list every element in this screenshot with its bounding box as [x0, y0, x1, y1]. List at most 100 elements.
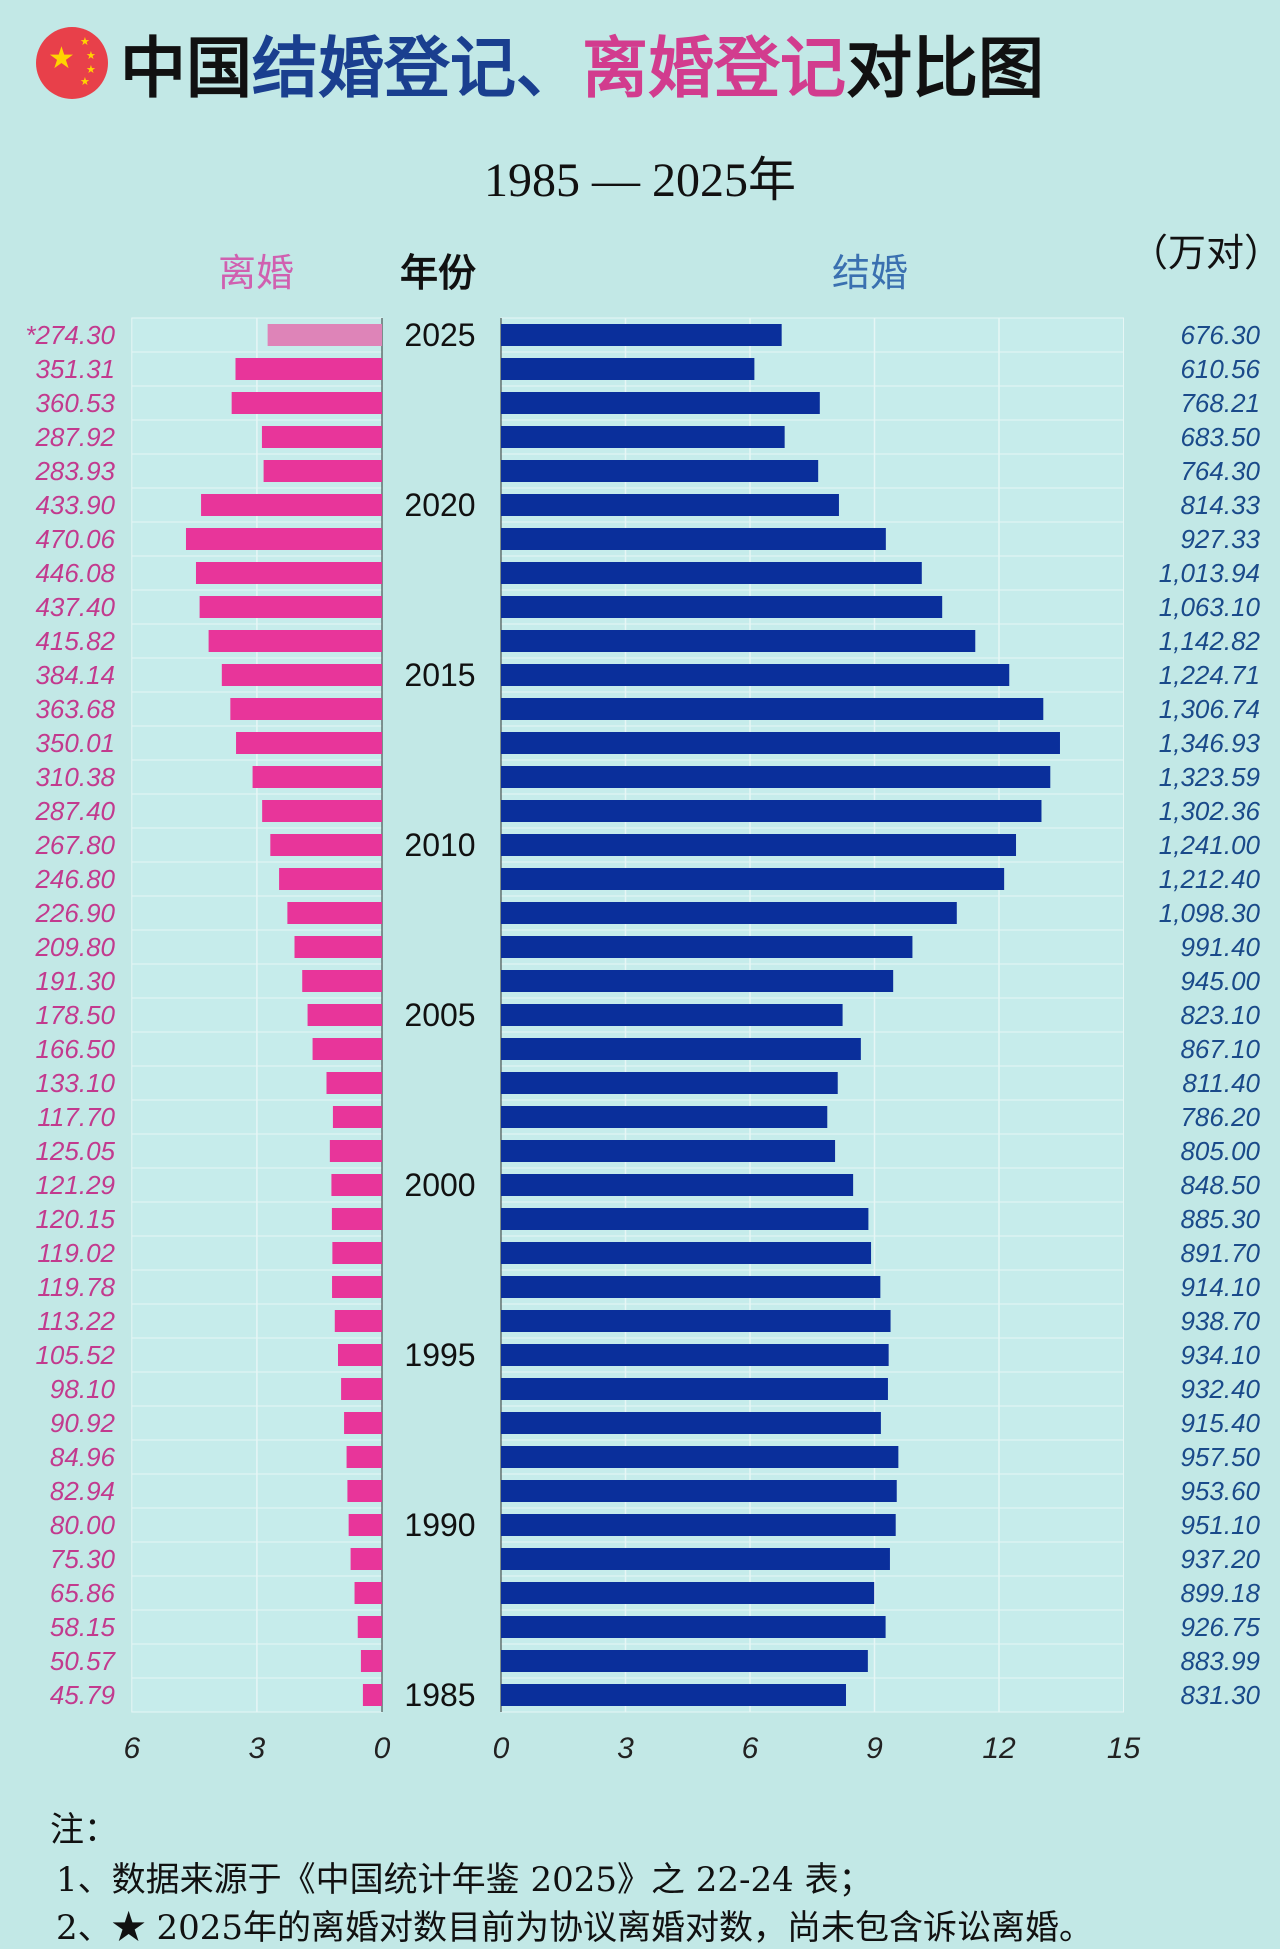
divorce-value-label: 121.29 — [35, 1170, 115, 1200]
divorce-value-label: 267.80 — [34, 830, 115, 860]
divorce-bar — [331, 1174, 382, 1196]
divorce-bar — [201, 494, 382, 516]
marriage-value-label: 811.40 — [1182, 1068, 1260, 1098]
marriage-bar — [501, 1412, 881, 1434]
divorce-bar — [332, 1106, 382, 1128]
marriage-value-label: 1,063.10 — [1159, 592, 1261, 622]
marriage-value-label: 1,013.94 — [1159, 558, 1260, 588]
divorce-value-label: 45.79 — [50, 1680, 115, 1710]
marriage-bar — [501, 1616, 886, 1638]
marriage-value-label: 1,323.59 — [1159, 762, 1260, 792]
divorce-value-label: 226.90 — [34, 898, 115, 928]
marriage-value-label: 610.56 — [1180, 354, 1260, 384]
year-label: 2000 — [404, 1167, 475, 1203]
divorce-axis-tick: 6 — [123, 1732, 140, 1765]
divorce-bar — [185, 528, 382, 550]
marriage-value-label: 1,098.30 — [1159, 898, 1261, 928]
marriage-value-label: 683.50 — [1180, 422, 1260, 452]
divorce-value-label: 470.06 — [35, 524, 115, 554]
divorce-bar — [252, 766, 382, 788]
marriage-value-label: 926.75 — [1180, 1612, 1260, 1642]
marriage-bar — [501, 596, 943, 618]
marriage-bar — [501, 1140, 836, 1162]
marriage-value-label: 1,142.82 — [1159, 626, 1261, 656]
marriage-axis-tick: 9 — [866, 1732, 883, 1765]
year-label: 1995 — [404, 1337, 475, 1373]
divorce-value-label: 80.00 — [50, 1510, 116, 1540]
marriage-value-label: 848.50 — [1180, 1170, 1260, 1200]
marriage-bar — [501, 936, 913, 958]
marriage-bar — [501, 1276, 881, 1298]
divorce-axis-tick: 0 — [374, 1732, 391, 1765]
chart-title: ★ ★ ★ ★ ★ 中国 结婚登记、 离婚登记 对比图 — [36, 18, 1044, 108]
divorce-value-label: 360.53 — [35, 388, 115, 418]
divorce-value-label: 283.93 — [34, 456, 115, 486]
divorce-bar — [199, 596, 382, 618]
marriage-bar — [501, 1480, 897, 1502]
marriage-bar — [501, 834, 1017, 856]
divorce-value-label: 75.30 — [50, 1544, 116, 1574]
marriage-bar — [501, 732, 1060, 754]
divorce-value-label: 58.15 — [50, 1612, 116, 1642]
marriage-value-label: 951.10 — [1180, 1510, 1260, 1540]
divorce-bar — [357, 1616, 382, 1638]
marriage-value-label: 1,306.74 — [1159, 694, 1260, 724]
marriage-bar — [501, 528, 886, 550]
marriage-bar — [501, 868, 1005, 890]
marriage-bar — [501, 664, 1010, 686]
marriage-value-label: 867.10 — [1180, 1034, 1260, 1064]
marriage-bar — [501, 1310, 891, 1332]
divorce-bar — [208, 630, 382, 652]
divorce-value-label: 384.14 — [35, 660, 115, 690]
marriage-value-label: 957.50 — [1180, 1442, 1260, 1472]
marriage-bar — [501, 1514, 896, 1536]
marriage-value-label: 891.70 — [1180, 1238, 1260, 1268]
divorce-bar — [221, 664, 382, 686]
marriage-bar — [501, 1174, 854, 1196]
marriage-value-label: 768.21 — [1180, 388, 1260, 418]
year-label: 2015 — [404, 657, 475, 693]
marriage-bar — [501, 1004, 843, 1026]
marriage-value-label: 945.00 — [1180, 966, 1260, 996]
marriage-axis-tick: 6 — [742, 1732, 759, 1765]
marriage-bar — [501, 1378, 888, 1400]
divorce-value-label: 433.90 — [35, 490, 115, 520]
marriage-bar — [501, 902, 957, 924]
marriage-value-label: 885.30 — [1180, 1204, 1260, 1234]
marriage-value-label: 1,224.71 — [1159, 660, 1260, 690]
header-year: 年份 — [400, 251, 477, 295]
divorce-value-label: 98.10 — [50, 1374, 116, 1404]
divorce-value-label: 246.80 — [34, 864, 115, 894]
marriage-value-label: 831.30 — [1180, 1680, 1260, 1710]
marriage-value-label: 1,241.00 — [1159, 830, 1261, 860]
divorce-value-label: 84.96 — [50, 1442, 116, 1472]
divorce-axis-tick: 3 — [249, 1732, 266, 1765]
divorce-bar — [331, 1208, 382, 1230]
marriage-bar — [501, 494, 839, 516]
divorce-bar — [354, 1582, 382, 1604]
marriage-value-label: 1,302.36 — [1159, 796, 1261, 826]
divorce-bar — [307, 1004, 382, 1026]
divorce-value-label: 90.92 — [50, 1408, 116, 1438]
divorce-bar — [263, 460, 382, 482]
header-unit: （万对） — [1130, 231, 1280, 275]
marriage-bar — [501, 1208, 869, 1230]
divorce-bar — [329, 1140, 382, 1162]
year-label: 2025 — [404, 317, 475, 353]
marriage-bar — [501, 1072, 838, 1094]
marriage-axis-tick: 0 — [493, 1732, 510, 1765]
divorce-value-label: 178.50 — [35, 1000, 115, 1030]
divorce-value-label: 191.30 — [35, 966, 115, 996]
divorce-bar — [360, 1650, 382, 1672]
title-part-china: 中国 — [120, 30, 252, 107]
divorce-value-label: 287.40 — [34, 796, 115, 826]
divorce-value-label: 350.01 — [35, 728, 115, 758]
divorce-bar — [235, 358, 382, 380]
marriage-bar — [501, 1650, 868, 1672]
title-part-compare: 对比图 — [846, 30, 1044, 107]
divorce-bar — [332, 1276, 382, 1298]
marriage-bar — [501, 800, 1042, 822]
title-part-divorce: 离婚登记 — [582, 30, 846, 107]
note-line-1: 1、数据来源于《中国统计年鉴 2025》之 22-24 表； — [56, 1860, 873, 1900]
marriage-bar — [501, 1242, 872, 1264]
